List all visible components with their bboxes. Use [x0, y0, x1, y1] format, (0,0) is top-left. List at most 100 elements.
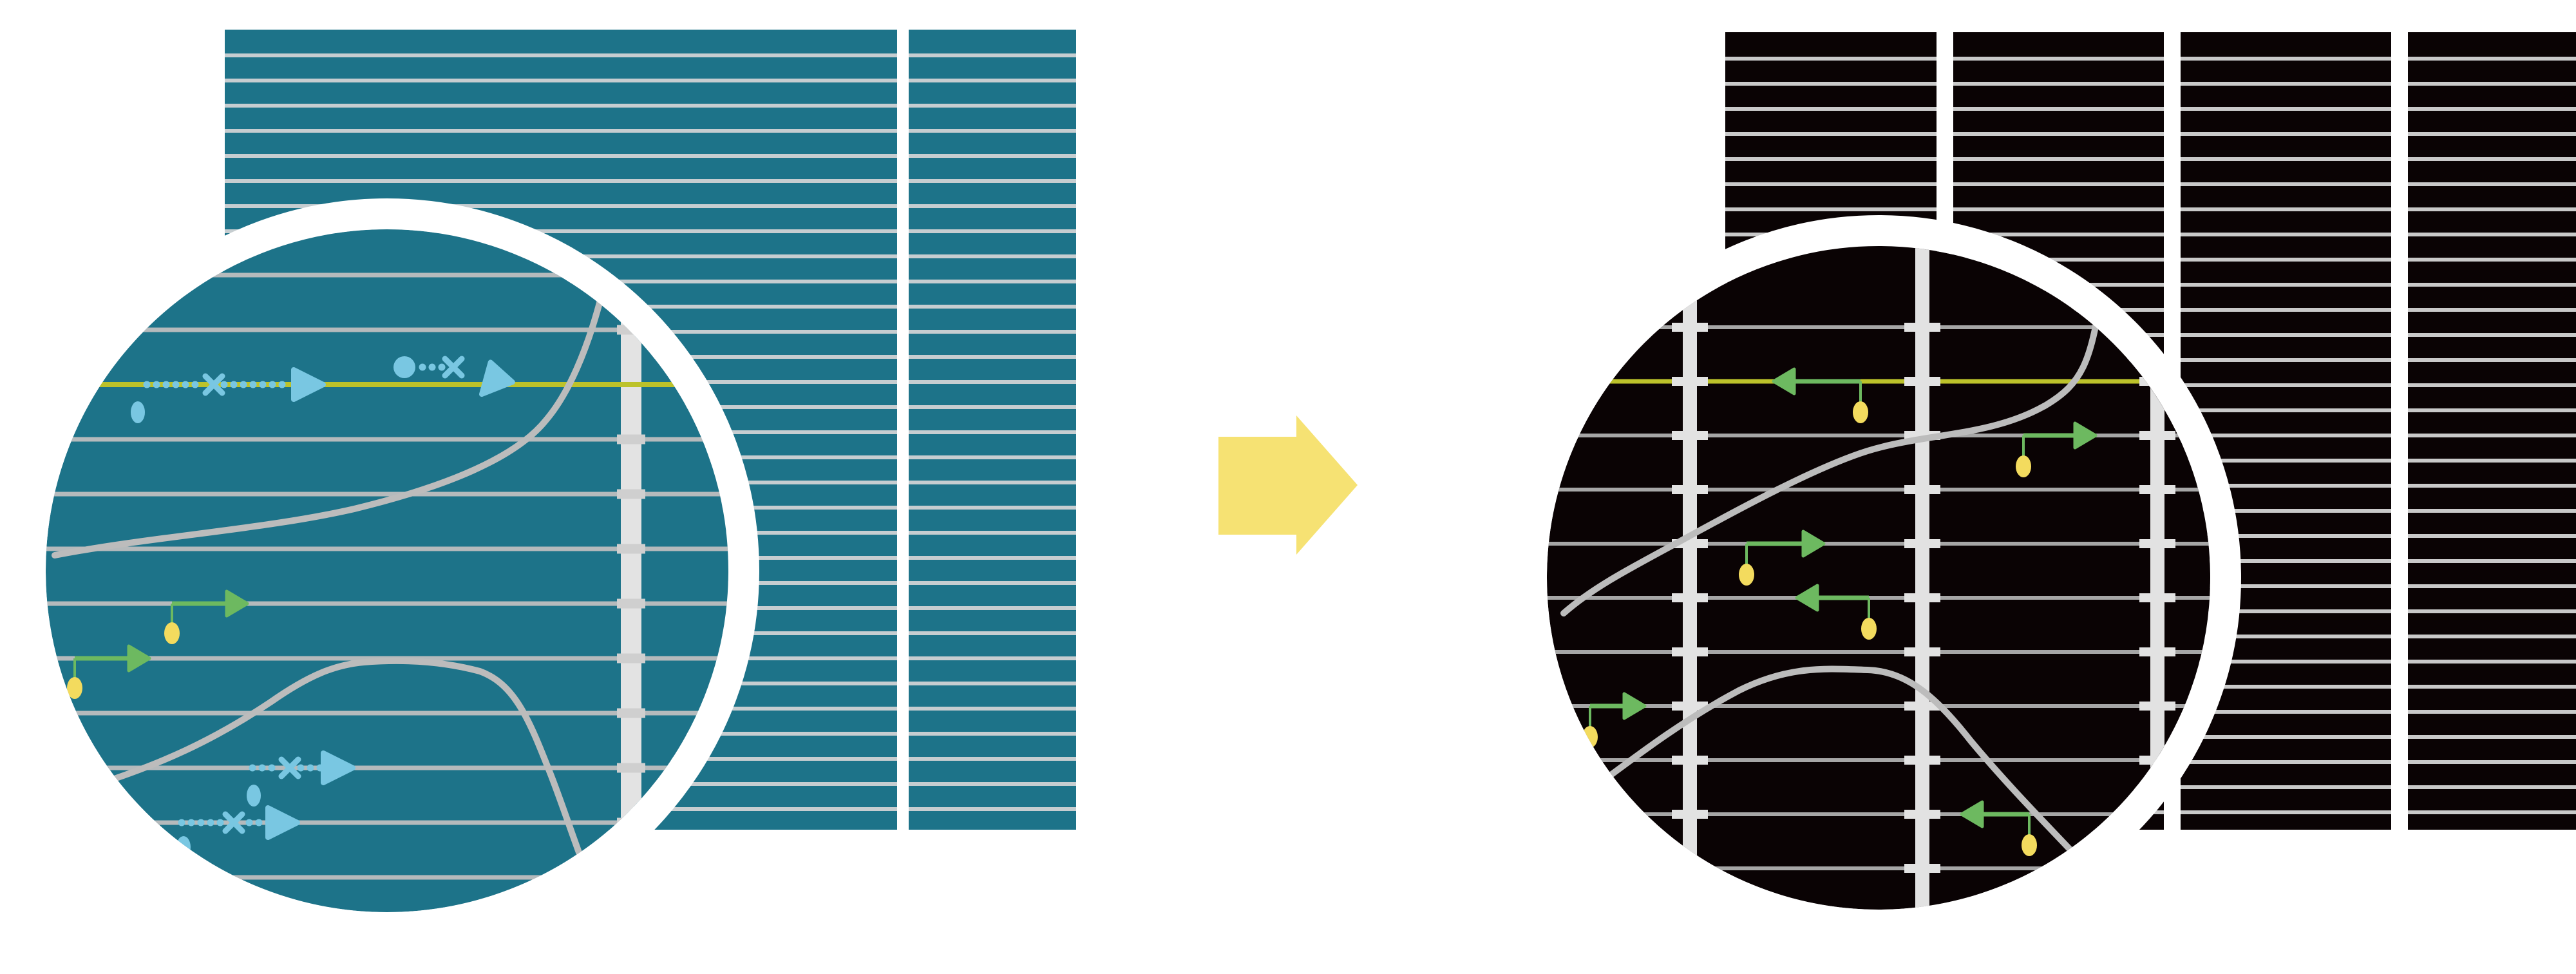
cell-finger-line [225, 254, 1076, 258]
junction-pad [617, 653, 645, 664]
junction-pad [2139, 593, 2175, 602]
electron-dot [258, 764, 266, 772]
cell-finger-line [1725, 333, 2576, 337]
transform-arrow [1218, 415, 1358, 555]
hole-marker [1739, 564, 1754, 586]
junction-pad [617, 708, 645, 718]
electron-dot [419, 363, 426, 371]
hole-trajectory [1772, 367, 1868, 423]
left-magnifier-content [46, 229, 728, 912]
junction-pad [1904, 864, 1940, 873]
hole-trajectory [1960, 800, 2037, 856]
cell-finger-line [1725, 308, 2576, 312]
hole-arrowhead-icon [1801, 530, 1826, 558]
cell-finger-line [225, 229, 1076, 233]
magnified-finger-line [1547, 488, 2210, 492]
magnified-busbar [2150, 246, 2164, 910]
right-magnifier-content [1547, 246, 2210, 910]
electron-dot [428, 363, 436, 371]
junction-pad [1672, 647, 1708, 656]
magnified-finger-line [1547, 596, 2210, 600]
electron-arrowhead-icon [291, 367, 326, 402]
hole-arrowhead-icon [1795, 584, 1819, 612]
electron-dot [438, 363, 446, 371]
electron-dot [178, 819, 185, 826]
junction-pad [1904, 647, 1940, 656]
grain-boundary [93, 657, 601, 904]
junction-pad [1672, 431, 1708, 440]
hole-trajectory [67, 644, 151, 699]
junction-pad [1672, 810, 1708, 819]
junction-pad [2139, 647, 2175, 656]
junction-pad [1904, 756, 1940, 765]
electron-dot [153, 381, 160, 388]
junction-pad [617, 872, 645, 883]
cell-finger-line [1725, 82, 2576, 86]
electron-arrowhead-icon [479, 359, 515, 397]
grain-boundary [1567, 665, 2091, 872]
electron-dot [197, 819, 205, 826]
electron-dot [269, 381, 276, 388]
hole-arrowhead-icon [1960, 800, 1984, 828]
magnified-finger-line [1547, 758, 2210, 762]
electron-dot [220, 381, 228, 388]
yellow-finger-line [1547, 379, 2210, 384]
electron-dot [307, 764, 314, 772]
magnified-finger-line [46, 272, 728, 278]
electron-arrowhead-icon [265, 805, 300, 840]
recombination-x-icon [202, 373, 225, 396]
magnified-finger-line [46, 820, 728, 825]
cell-finger-line [225, 53, 1076, 57]
electron-dot [207, 819, 214, 826]
junction-pad [2139, 864, 2175, 873]
magnified-finger-line [1547, 866, 2210, 870]
hole-marker [1861, 618, 1877, 640]
magnified-finger-line [1547, 812, 2210, 816]
magnified-finger-line [46, 437, 728, 442]
magnified-finger-line [1547, 704, 2210, 708]
busbar-gap [2391, 31, 2408, 831]
electron-dot [162, 381, 170, 388]
cell-finger-line [1725, 258, 2576, 262]
cell-finger-line [225, 179, 1076, 183]
junction-pad [1672, 485, 1708, 494]
hole-arrowhead-icon [2073, 421, 2098, 450]
grain-boundary [52, 290, 605, 559]
electron-dot [230, 381, 238, 388]
junction-pad [2139, 485, 2175, 494]
magnified-finger-line [1547, 325, 2210, 329]
cell-finger-line [1725, 283, 2576, 287]
junction-pad [617, 489, 645, 499]
hole-trajectory [1795, 584, 1877, 640]
electron-marker [247, 785, 261, 807]
junction-pad [1904, 702, 1940, 711]
junction-pad [617, 544, 645, 554]
electron-dot [172, 381, 180, 388]
junction-pad [1904, 539, 1940, 548]
hole-marker [2022, 834, 2037, 856]
magnified-finger-line [1547, 434, 2210, 437]
junction-pad [617, 434, 645, 444]
cell-finger-line [225, 280, 1076, 283]
cell-finger-line [225, 204, 1076, 208]
electron-dot [249, 381, 257, 388]
recombination-x-icon [442, 356, 465, 379]
electron-marker [393, 356, 415, 378]
magnifier-background [1547, 246, 2210, 910]
electron-trajectory [131, 367, 326, 423]
electron-dot [249, 764, 256, 772]
electron-trajectory [247, 750, 355, 807]
hole-trajectory [1739, 530, 1826, 586]
magnifier-ring [1516, 215, 2241, 941]
junction-pad [617, 763, 645, 773]
cell-finger-line [1725, 157, 2576, 161]
electron-dot [191, 381, 199, 388]
electron-dot [245, 819, 253, 826]
junction-pad [1904, 323, 1940, 332]
hole-marker [2016, 455, 2031, 477]
junction-pad [2139, 702, 2175, 711]
junction-pad [1672, 702, 1708, 711]
electron-dot [216, 819, 224, 826]
junction-pad [1672, 323, 1708, 332]
